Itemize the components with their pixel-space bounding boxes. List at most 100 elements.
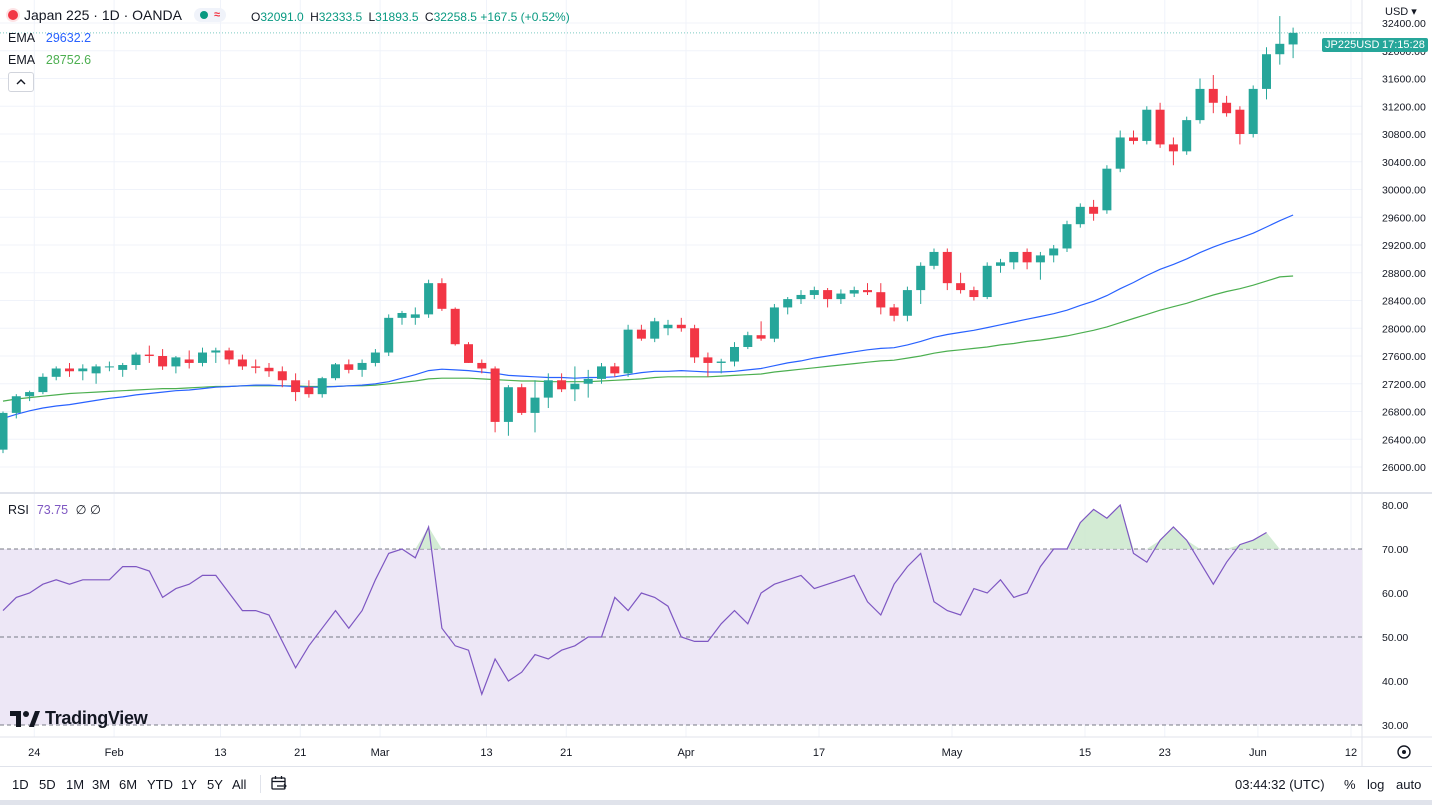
candle-down <box>956 283 966 291</box>
candle-down <box>237 359 247 367</box>
time-tick-label: 13 <box>480 747 492 759</box>
tf-all-button[interactable]: All <box>232 777 247 792</box>
tf-5d-button[interactable]: 5D <box>39 777 56 792</box>
candle-up <box>783 299 793 308</box>
candle-up <box>916 265 926 291</box>
candle-up <box>384 317 394 353</box>
price-tick-label: 31200.00 <box>1382 101 1426 113</box>
calendar-range-icon[interactable] <box>270 774 288 792</box>
candle-up <box>849 290 859 294</box>
candle-up <box>650 321 660 339</box>
candle-up <box>51 368 61 377</box>
time-tick-label: 21 <box>294 747 306 759</box>
tf-6m-button[interactable]: 6M <box>119 777 138 792</box>
auto-toggle[interactable]: auto <box>1396 777 1422 792</box>
tradingview-logo[interactable]: TradingView <box>10 708 148 729</box>
candle-up <box>104 366 114 368</box>
candle-down <box>636 329 646 339</box>
price-tick-label: 26000.00 <box>1382 462 1426 474</box>
ema-fast-line <box>2 214 1294 419</box>
status-dot-icon <box>199 11 208 19</box>
candle-up <box>0 412 8 450</box>
candle-down <box>876 292 886 308</box>
percent-toggle[interactable]: % <box>1344 777 1356 792</box>
candle-down <box>756 335 766 339</box>
tf-1m-button[interactable]: 1M <box>66 777 85 792</box>
candle-down <box>264 367 274 372</box>
rsi-tick-label: 50.00 <box>1382 632 1408 644</box>
candle-down <box>889 307 899 316</box>
bottom-strip <box>0 800 1432 805</box>
countdown-tag: 17:15:28 <box>1379 38 1428 52</box>
candle-up <box>716 361 726 363</box>
candle-up <box>663 324 673 329</box>
symbol-header[interactable]: Japan 225 · 1D · OANDA ≈ <box>8 7 227 23</box>
time-tick-label: 23 <box>1159 747 1171 759</box>
price-tick-label: 27600.00 <box>1382 351 1426 363</box>
price-tick-label: 31600.00 <box>1382 74 1426 86</box>
ema-fast-legend[interactable]: EMA 29632.2 <box>8 31 92 45</box>
candle-up <box>570 383 580 390</box>
candle-up <box>370 352 380 363</box>
candle-up <box>1288 32 1298 45</box>
candle-up <box>1115 137 1125 169</box>
ohlc-readout: O32091.0 H32333.5 L31893.5 C32258.5 +167… <box>251 10 570 24</box>
candle-down <box>490 368 500 422</box>
candle-up <box>25 392 35 397</box>
rsi-tick-label: 60.00 <box>1382 588 1408 600</box>
utc-clock[interactable]: 03:44:32 (UTC) <box>1235 777 1325 792</box>
collapse-legend-button[interactable] <box>8 72 34 92</box>
rsi-tick-label: 30.00 <box>1382 720 1408 732</box>
candle-down <box>1168 144 1178 152</box>
candle-down <box>942 251 952 284</box>
settings-icon[interactable] <box>1396 744 1412 760</box>
candle-up <box>1009 251 1019 263</box>
rsi-legend[interactable]: RSI 73.75 ∅ ∅ <box>8 503 101 517</box>
candle-up <box>331 364 340 379</box>
price-tick-label: 29600.00 <box>1382 212 1426 224</box>
ema-slow-value: 28752.6 <box>45 53 92 67</box>
ema-slow-legend[interactable]: EMA 28752.6 <box>8 53 92 67</box>
candle-up <box>424 283 434 315</box>
symbol-title[interactable]: Japan 225 · 1D · OANDA <box>24 7 182 23</box>
candle-down <box>450 308 460 345</box>
rsi-tick-label: 70.00 <box>1382 544 1408 556</box>
candle-up <box>118 365 128 370</box>
rsi-value: 73.75 <box>36 503 69 517</box>
tf-5y-button[interactable]: 5Y <box>207 777 223 792</box>
time-tick-label: 12 <box>1345 747 1357 759</box>
candle-up <box>38 376 48 393</box>
tv-mark-icon <box>10 710 40 727</box>
ema-fast-value: 29632.2 <box>45 31 92 45</box>
candle-up <box>1262 54 1271 89</box>
candle-down <box>477 362 487 369</box>
price-tick-label: 30400.00 <box>1382 157 1426 169</box>
tf-1d-button[interactable]: 1D <box>12 777 29 792</box>
candle-up <box>1062 224 1072 249</box>
candle-down <box>823 290 833 300</box>
log-toggle[interactable]: log <box>1367 777 1385 792</box>
candle-down <box>1222 102 1232 114</box>
price-chart[interactable]: 26000.00 26400.00 26800.00 27200.00 27600.00… <box>0 0 1432 766</box>
candle-down <box>158 356 168 367</box>
time-tick-label: Apr <box>677 747 694 759</box>
chevron-up-icon <box>16 79 26 85</box>
candle-down <box>291 380 301 393</box>
candle-up <box>929 251 939 266</box>
price-tick-label: 26800.00 <box>1382 407 1426 419</box>
open-value: 32091.0 <box>260 10 304 24</box>
symbol-price-tag: JP225USD <box>1322 38 1383 52</box>
change-value: +167.5 (+0.52%) <box>480 10 570 24</box>
time-tick-label: Feb <box>105 747 124 759</box>
candle-up <box>597 366 606 379</box>
candle-up <box>530 397 540 413</box>
price-tick-label: 28800.00 <box>1382 268 1426 280</box>
indicator-pill[interactable]: ≈ <box>193 8 227 22</box>
tf-3m-button[interactable]: 3M <box>92 777 111 792</box>
price-tick-label: 26400.00 <box>1382 434 1426 446</box>
time-tick-label: 13 <box>214 747 226 759</box>
candle-down <box>690 328 700 358</box>
currency-selector[interactable]: USD ▾ <box>1385 6 1417 18</box>
tf-1y-button[interactable]: 1Y <box>181 777 197 792</box>
tf-ytd-button[interactable]: YTD <box>147 777 173 792</box>
